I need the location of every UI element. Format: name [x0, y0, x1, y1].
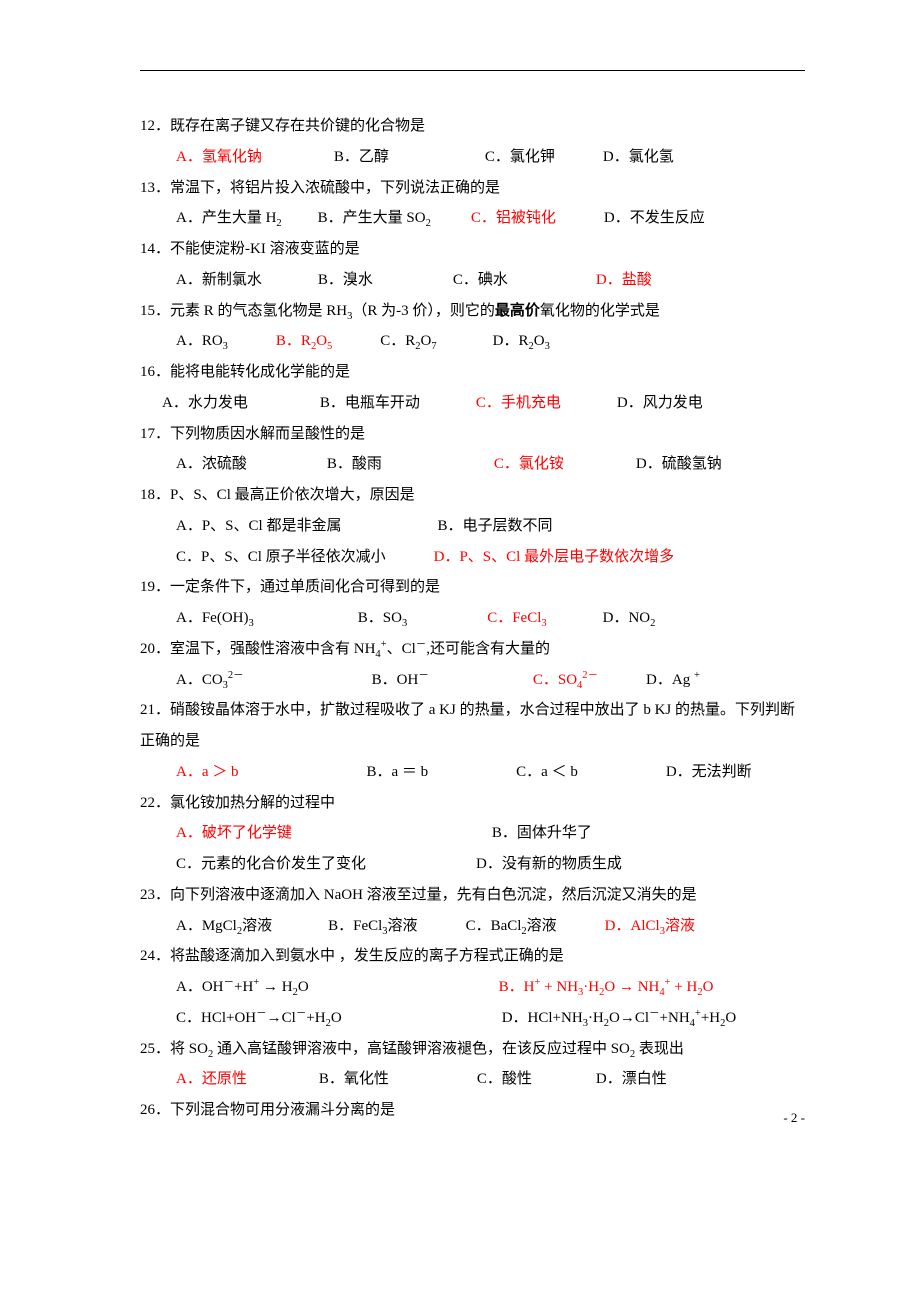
option-b: B．R2O5 [276, 326, 332, 357]
options-row: A．RO3 B．R2O5 C．R2O7 D．R2O3 [140, 326, 805, 357]
option-d: D．硫酸氢钠 [636, 449, 722, 480]
option-c: C．P、S、Cl 原子半径依次减小 [176, 542, 386, 573]
option-d: D．没有新的物质生成 [476, 849, 622, 880]
question-stem: 13．常温下，将铝片投入浓硫酸中，下列说法正确的是 [140, 173, 805, 204]
option: D．HCl+NH3·H2O→Cl－+NH4++H2O [502, 1003, 737, 1034]
question-list: 12．既存在离子键又存在共价键的化合物是A．氢氧化钠 B．乙醇 C．氯化钾 D．氯化氢… [140, 111, 805, 1126]
question-stem: 25．将 SO2 通入高锰酸钾溶液中，高锰酸钾溶液褪色，在该反应过程中 SO2 … [140, 1034, 805, 1065]
options-row: C．HCl+OH－→Cl－+H2O D．HCl+NH3·H2O→Cl－+NH4++… [140, 1003, 805, 1034]
option-c: C．铝被钝化 [471, 203, 556, 234]
option-a: A．水力发电 [162, 388, 248, 419]
option-d: D．NO2 [603, 603, 656, 634]
option-d: D．AlCl3溶液 [605, 911, 695, 942]
options-row: C．P、S、Cl 原子半径依次减小 D．P、S、Cl 最外层电子数依次增多 [140, 542, 805, 573]
option-a: A．Fe(OH)3 [176, 603, 254, 634]
option-b: B．OH－ [372, 665, 429, 696]
option-c: C．BaCl2溶液 [466, 911, 557, 942]
top-rule [140, 70, 805, 71]
question-stem: 22．氯化铵加热分解的过程中 [140, 788, 805, 819]
option-c: C．氯化钾 [485, 142, 555, 173]
option-d: D．风力发电 [617, 388, 703, 419]
option: B．H+ + NH3·H2O → NH4+ + H2O [499, 972, 714, 1003]
option-b: B．FeCl3溶液 [328, 911, 417, 942]
option-d: D．Ag + [646, 665, 700, 696]
question-stem: 16．能将电能转化成化学能的是 [140, 357, 805, 388]
option-c: C．酸性 [477, 1064, 532, 1095]
option-b: B．电瓶车开动 [320, 388, 420, 419]
option-b: B．电子层数不同 [437, 511, 552, 542]
options-row: A．水力发电 B．电瓶车开动 C．手机充电 D．风力发电 [140, 388, 805, 419]
options-row: A．浓硫酸 B．酸雨 C．氯化铵 D．硫酸氢钠 [140, 449, 805, 480]
options-row: A．P、S、Cl 都是非金属 B．电子层数不同 [140, 511, 805, 542]
option-c: C．FeCl3 [487, 603, 546, 634]
option-a: A．还原性 [176, 1064, 247, 1095]
option-d: D．氯化氢 [603, 142, 674, 173]
question-stem: 18．P、S、Cl 最高正价依次增大，原因是 [140, 480, 805, 511]
options-row: A．CO32－ B．OH－ C．SO42－ D．Ag + [140, 665, 805, 696]
question-stem: 24．将盐酸逐滴加入到氨水中 ，发生反应的离子方程式正确的是 [140, 941, 805, 972]
options-row: A．MgCl2溶液 B．FeCl3溶液 C．BaCl2溶液 D．AlCl3溶液 [140, 911, 805, 942]
option-d: D．漂白性 [596, 1064, 667, 1095]
options-row: A．产生大量 H2 B．产生大量 SO2 C．铝被钝化 D．不发生反应 [140, 203, 805, 234]
option-a: A．P、S、Cl 都是非金属 [176, 511, 341, 542]
option-b: B．a ＝ b [367, 757, 429, 788]
option-b: B．氧化性 [319, 1064, 389, 1095]
question-stem: 23．向下列溶液中逐滴加入 NaOH 溶液至过量，先有白色沉淀，然后沉淀又消失的… [140, 880, 805, 911]
option-b: B．固体升华了 [492, 818, 592, 849]
option-d: D．不发生反应 [604, 203, 705, 234]
options-row: A．a ＞ b B．a ＝ b C．a ＜ b D．无法判断 [140, 757, 805, 788]
option-a: A．新制氯水 [176, 265, 262, 296]
question-stem: 20．室温下，强酸性溶液中含有 NH4+、Cl－,还可能含有大量的 [140, 634, 805, 665]
question-stem: 26．下列混合物可用分液漏斗分离的是 [140, 1095, 805, 1126]
option-b: B．SO3 [358, 603, 407, 634]
options-row: C．元素的化合价发生了变化 D．没有新的物质生成 [140, 849, 805, 880]
options-row: A．破坏了化学键 B．固体升华了 [140, 818, 805, 849]
question-stem: 21．硝酸铵晶体溶于水中，扩散过程吸收了 a KJ 的热量，水合过程中放出了 b… [140, 695, 805, 757]
option-d: D．P、S、Cl 最外层电子数依次增多 [434, 542, 674, 573]
option-c: C．SO42－ [533, 665, 598, 696]
option: C．HCl+OH－→Cl－+H2O [176, 1003, 342, 1034]
option-c: C．a ＜ b [516, 757, 578, 788]
option: A．OH－+H+ → H2O [176, 972, 309, 1003]
question-stem: 17．下列物质因水解而呈酸性的是 [140, 419, 805, 450]
option-a: A．产生大量 H2 [176, 203, 282, 234]
option-c: C．碘水 [453, 265, 508, 296]
option-d: D．R2O3 [493, 326, 550, 357]
option-c: C．手机充电 [476, 388, 561, 419]
option-d: D．盐酸 [596, 265, 652, 296]
option-a: A．MgCl2溶液 [176, 911, 272, 942]
option-a: A．a ＞ b [176, 757, 239, 788]
option-b: B．溴水 [318, 265, 373, 296]
option-c: C．氯化铵 [494, 449, 564, 480]
option-b: B．产生大量 SO2 [318, 203, 431, 234]
option-a: A．氢氧化钠 [176, 142, 262, 173]
option-b: B．酸雨 [327, 449, 382, 480]
question-stem: 19．一定条件下，通过单质间化合可得到的是 [140, 572, 805, 603]
options-row: A．氢氧化钠 B．乙醇 C．氯化钾 D．氯化氢 [140, 142, 805, 173]
option-a: A．破坏了化学键 [176, 818, 292, 849]
page-number: - 2 - [783, 1110, 805, 1126]
option-a: A．浓硫酸 [176, 449, 247, 480]
option-c: C．R2O7 [380, 326, 436, 357]
option-a: A．CO32－ [176, 665, 244, 696]
question-stem: 14．不能使淀粉-KI 溶液变蓝的是 [140, 234, 805, 265]
option-d: D．无法判断 [666, 757, 752, 788]
option-a: A．RO3 [176, 326, 228, 357]
options-row: A．OH－+H+ → H2O B．H+ + NH3·H2O → NH4+ + H2… [140, 972, 805, 1003]
option-c: C．元素的化合价发生了变化 [176, 849, 366, 880]
options-row: A．Fe(OH)3 B．SO3 C．FeCl3 D．NO2 [140, 603, 805, 634]
options-row: A．还原性 B．氧化性 C．酸性 D．漂白性 [140, 1064, 805, 1095]
option-b: B．乙醇 [334, 142, 389, 173]
question-stem: 15．元素 R 的气态氢化物是 RH3（R 为-3 价），则它的最高价氧化物的化… [140, 296, 805, 327]
question-stem: 12．既存在离子键又存在共价键的化合物是 [140, 111, 805, 142]
options-row: A．新制氯水 B．溴水 C．碘水 D．盐酸 [140, 265, 805, 296]
